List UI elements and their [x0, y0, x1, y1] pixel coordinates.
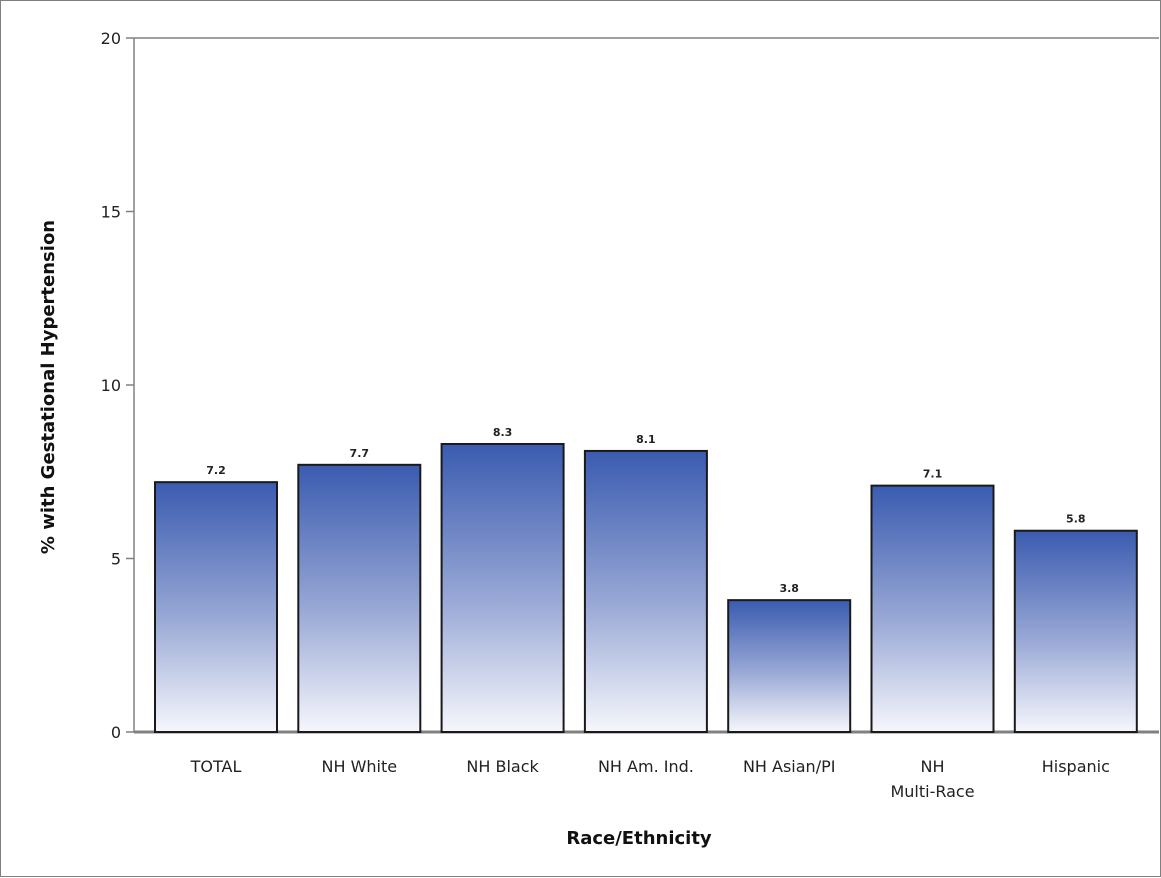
bar-value-label: 8.3 — [493, 426, 513, 439]
y-tick-label: 5 — [111, 550, 121, 569]
y-tick-label: 15 — [101, 203, 121, 222]
bar-value-label: 7.2 — [206, 464, 226, 477]
bar — [583, 449, 708, 733]
x-tick-label: NH Multi-Race — [890, 757, 974, 801]
x-tick-label: NH Black — [466, 757, 539, 776]
bars — [154, 442, 1138, 734]
bar-value-label: 7.1 — [923, 468, 943, 481]
bar — [727, 599, 852, 734]
y-tick-label: 0 — [111, 723, 121, 742]
bar — [297, 463, 422, 733]
bar — [870, 484, 995, 733]
x-tick-label: NH White — [321, 757, 397, 776]
bar-value-label: 5.8 — [1066, 513, 1086, 526]
y-tick-label: 10 — [101, 376, 121, 395]
y-tick-label: 20 — [101, 29, 121, 48]
x-tick-label: NH Am. Ind. — [598, 757, 694, 776]
bar-value-label: 8.1 — [636, 433, 656, 446]
x-tick-label: Hispanic — [1042, 757, 1110, 776]
x-axis-title: Race/Ethnicity — [566, 828, 712, 849]
bar — [1013, 529, 1138, 733]
bar — [154, 481, 278, 733]
y-axis-title: % with Gestational Hypertension — [38, 220, 59, 554]
labels: 7.2 TOTAL 7.7 NH White 8.3 NH Black 8.1 NH Am. … — [190, 426, 1110, 801]
x-tick-label: NH Asian/PI — [743, 757, 836, 776]
bar-value-label: 7.7 — [350, 447, 370, 460]
x-tick-label: TOTAL — [190, 757, 242, 776]
bar-value-label: 3.8 — [779, 582, 799, 595]
bar — [440, 442, 565, 733]
